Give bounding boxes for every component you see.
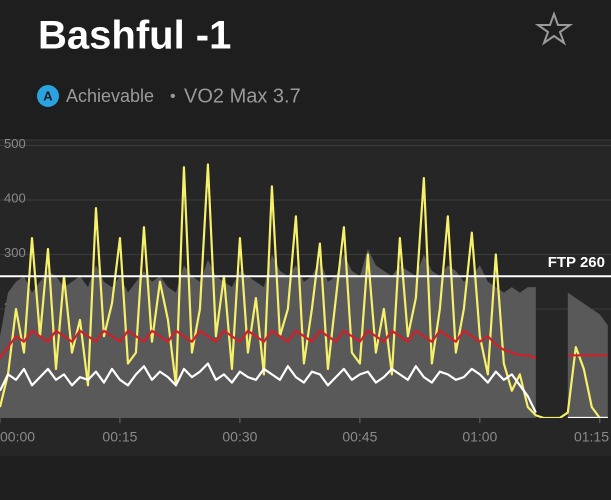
workout-title: Bashful -1 xyxy=(38,14,231,58)
line xyxy=(0,163,608,420)
x-tick-label: 01:00 xyxy=(462,429,497,445)
line xyxy=(0,329,608,360)
x-tick-label: 00:15 xyxy=(102,429,137,445)
x-tick-label: 00:45 xyxy=(342,429,377,445)
ftp-label: FTP 260 xyxy=(548,254,605,271)
plot: 200300400500FTP 26000:0000:1500:3000:450… xyxy=(0,136,611,456)
y-tick-label: 500 xyxy=(4,136,26,151)
area xyxy=(0,249,608,418)
separator: • xyxy=(170,88,176,105)
y-tick-label: 300 xyxy=(4,245,26,260)
difficulty: Achievable xyxy=(66,86,154,106)
x-tick-label: 00:00 xyxy=(0,429,35,445)
header-bg xyxy=(0,0,611,140)
x-tick-label: 01:15 xyxy=(574,429,609,445)
metric: VO2 Max 3.7 xyxy=(184,85,301,107)
badge-circle xyxy=(37,85,59,107)
x-axis-band xyxy=(0,418,611,456)
y-tick-label: 400 xyxy=(4,190,26,205)
x-tick-label: 00:30 xyxy=(222,429,257,445)
favorite-star[interactable] xyxy=(534,11,574,46)
badge-letter: A xyxy=(43,88,53,103)
